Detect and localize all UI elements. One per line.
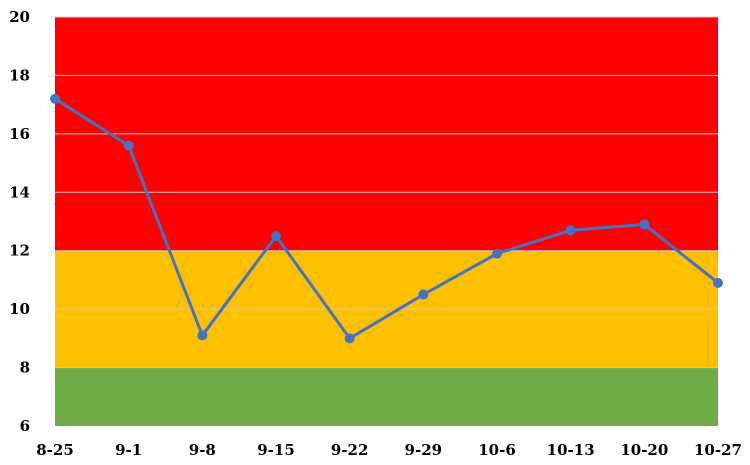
x-tick-label-10-20: 10-20 xyxy=(620,441,668,459)
x-tick-label-9-29: 9-29 xyxy=(405,441,443,459)
y-tick-label-8: 8 xyxy=(20,359,30,377)
x-tick-label-10-27: 10-27 xyxy=(694,441,742,459)
data-point-10-20 xyxy=(639,219,650,230)
y-tick-label-6: 6 xyxy=(20,417,30,435)
y-tick-label-20: 20 xyxy=(9,8,30,26)
y-tick-label-14: 14 xyxy=(9,183,30,201)
x-axis-ticks: 8-25 9-1 9-8 9-15 9-22 9-29 10-6 10-13 10-20 10-2… xyxy=(36,441,742,459)
y-tick-label-18: 18 xyxy=(9,66,30,84)
data-point-8-25 xyxy=(50,93,60,104)
y-tick-label-12: 12 xyxy=(9,242,30,260)
x-tick-label-9-22: 9-22 xyxy=(331,441,369,459)
grid-lines xyxy=(55,16,718,369)
data-point-9-15 xyxy=(271,231,281,242)
data-point-10-6 xyxy=(492,248,502,259)
data-point-9-1 xyxy=(123,140,134,151)
data-point-9-29 xyxy=(418,289,429,300)
data-point-9-22 xyxy=(344,333,355,344)
data-point-10-13 xyxy=(565,225,576,236)
x-tick-label-9-1: 9-1 xyxy=(115,441,142,459)
data-point-10-27 xyxy=(713,277,723,288)
x-tick-label-10-13: 10-13 xyxy=(547,441,595,459)
x-tick-label-8-25: 8-25 xyxy=(36,441,74,459)
band-0 xyxy=(55,367,718,426)
background-bands xyxy=(55,17,718,426)
y-tick-label-10: 10 xyxy=(9,300,30,318)
x-tick-label-9-15: 9-15 xyxy=(257,441,295,459)
y-axis-ticks: 6 8 10 12 14 16 18 20 xyxy=(9,8,30,435)
data-point-9-8 xyxy=(197,330,208,341)
y-tick-label-16: 16 xyxy=(9,125,30,143)
x-tick-label-10-6: 10-6 xyxy=(478,441,516,459)
series-line-0 xyxy=(54,97,719,340)
x-tick-label-9-8: 9-8 xyxy=(189,441,216,459)
series-layer xyxy=(50,93,723,344)
